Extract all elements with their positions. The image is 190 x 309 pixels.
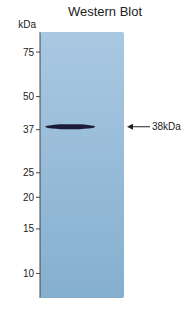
y-tick-label: 37 [23, 124, 35, 135]
y-tick [36, 129, 40, 130]
y-tick-label: 50 [23, 91, 35, 102]
annotation: 38kDa [152, 121, 181, 132]
y-tick-label: 10 [23, 268, 35, 279]
y-axis-label: kDa [18, 19, 36, 30]
y-tick [36, 228, 40, 229]
y-tick [36, 52, 40, 53]
annotation-arrowhead [127, 124, 133, 130]
y-tick-label: 75 [23, 47, 35, 58]
y-tick-label: 20 [23, 192, 35, 203]
y-tick [36, 172, 40, 173]
title: Western Blot [68, 4, 143, 19]
y-tick-label: 25 [23, 167, 35, 178]
y-tick-label: 15 [23, 223, 35, 234]
y-axis-line [40, 32, 41, 298]
bands [45, 124, 95, 129]
y-tick [36, 273, 40, 274]
annotation-arrow [132, 126, 150, 127]
chart: Western Blot kDa 75 50 37 25 20 15 10 38kDa [0, 0, 190, 309]
y-tick [36, 197, 40, 198]
y-tick [36, 96, 40, 97]
gel [40, 32, 124, 298]
band [45, 124, 95, 129]
